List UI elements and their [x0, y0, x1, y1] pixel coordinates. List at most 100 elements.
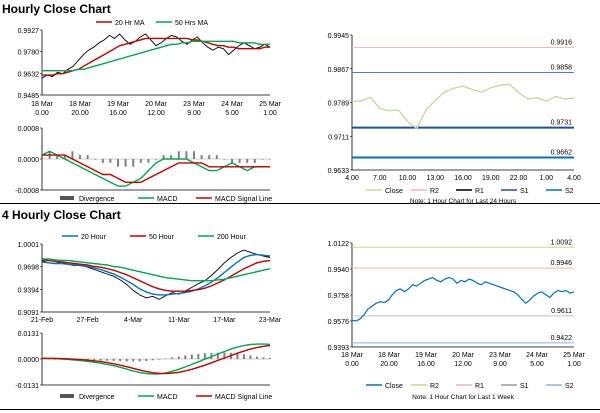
hourly-macd-divergence-bar: [215, 155, 218, 159]
hourly-macd-legend-label-0: Divergence: [79, 196, 115, 203]
hourly-last24-close-line: [351, 83, 575, 130]
hourly-heading: Hourly Close Chart: [2, 2, 111, 16]
hourly-macd-divergence-bar: [261, 159, 264, 160]
four-hourly-last-week-xtick-4-1: 9.00: [493, 361, 507, 368]
hourly-price-xtick-4-0: 23 Mar: [183, 101, 205, 108]
hourly-macd-legend-swatch-0: [60, 196, 74, 200]
hourly-price-xtick-1-1: 20.00: [71, 110, 89, 117]
four-hourly-macd-divergence-bar: [184, 355, 187, 359]
four-hourly-last-week-xtick-2-1: 16.00: [417, 361, 435, 368]
hourly-macd-divergence-bar: [147, 159, 150, 163]
hourly-macd-divergence-bar: [231, 159, 233, 163]
four-hourly-last-week-level-label-s1: 0.9611: [551, 308, 572, 315]
four-hourly-last-week-legend-label-3: S1: [520, 383, 529, 390]
hourly-price-ytick-1: 0.9780: [18, 50, 40, 57]
four-hourly-macd-divergence-bar: [138, 359, 141, 362]
hourly-macd-divergence-bar: [223, 159, 226, 160]
four-hourly-last-week-legend-label-4: S2: [565, 383, 574, 390]
hourly-price-xtick-0-1: 0.00: [35, 110, 49, 117]
four-hourly-macd-ytick-0: 0.0131: [18, 331, 40, 338]
hourly-macd-divergence-bar: [238, 159, 241, 163]
four-hourly-macd-divergence-bar: [177, 356, 180, 359]
four-hourly-macd-divergence-bar: [119, 359, 122, 362]
four-hourly-macd-divergence-bar: [216, 352, 219, 359]
four-hourly-last-week-xtick-6-0: 25 Mar: [563, 352, 585, 359]
hourly-price-legend-label-1: 50 Hrs MA: [175, 20, 208, 27]
hourly-macd-divergence-bar: [132, 159, 135, 167]
hourly-macd-divergence-bar: [139, 159, 142, 163]
hourly-macd-ytick-2: -0.0008: [15, 188, 39, 195]
four-hourly-macd-divergence-bar: [99, 359, 102, 361]
hourly-macd-divergence-bar: [41, 155, 43, 159]
four-hourly-macd-divergence-bar: [242, 354, 245, 359]
hourly-last24-legend-label-0: Close: [385, 188, 403, 195]
four-hourly-last-week-xtick-3-0: 20 Mar: [452, 352, 474, 359]
four-hourly-signal-line: [42, 344, 271, 375]
four-hourly-macd-divergence-bar: [125, 359, 128, 362]
hourly-signal-line: [42, 154, 270, 184]
four-hourly-macd-divergence-bar: [112, 359, 115, 361]
four-hourly-macd-divergence-bar: [132, 359, 135, 362]
hourly-last24-legend-label-3: S1: [520, 188, 529, 195]
hourly-price-xtick-1-0: 18 Mar: [69, 101, 91, 108]
hourly-macd-divergence-bar: [56, 155, 59, 159]
hourly-last24-note: Note: 1 Hour Chart for Last 24 Hours: [410, 198, 517, 205]
hourly-macd-divergence-bar: [253, 159, 256, 163]
hourly-last24-xtick-2-0: 10.00: [399, 175, 417, 182]
hourly-last24-xtick-4-0: 16.00: [454, 175, 472, 182]
hourly-price-legend-label-0: 20 Hr MA: [115, 20, 145, 27]
four-hourly-macd-legend-swatch-0: [60, 394, 74, 398]
four-hourly-last-week-legend-label-2: R1: [475, 383, 484, 390]
hourly-last24-ytick-3: 0.9711: [328, 134, 349, 141]
four-hourly-last-week-xtick-2-0: 19 Mar: [415, 352, 437, 359]
hourly-price-xtick-6-0: 25 Mar: [259, 101, 281, 108]
hourly-macd-divergence-bar: [86, 155, 89, 159]
hourly-macd-divergence-bar: [117, 159, 119, 167]
hourly-macd-divergence-bar: [109, 159, 112, 163]
hourly-last24-legend-label-2: R1: [475, 188, 484, 195]
four-hourly-macd-divergence-bar: [197, 353, 200, 359]
hourly-price-xtick-2-0: 19 Mar: [107, 101, 129, 108]
four-hourly-last-week-xtick-5-0: 24 Mar: [526, 352, 548, 359]
hourly-price-xtick-3-0: 20 Mar: [145, 101, 167, 108]
four-hourly-macd-ytick-2: -0.0131: [15, 383, 39, 390]
hourly-last24-ytick-4: 0.9633: [328, 168, 350, 175]
four-hourly-macd-divergence-bar: [151, 359, 154, 361]
hourly-last24-xtick-6-0: 22.00: [510, 175, 528, 182]
hourly-macd-divergence-bar: [124, 159, 127, 167]
bottom-divider: [0, 409, 600, 410]
four-hourly-price-xtick-3-0: 11-Mar: [168, 317, 190, 324]
four-hourly-macd-legend-label-2: MACD Signal Line: [215, 394, 272, 401]
hourly-last24-level-label-s2: 0.9662: [551, 149, 573, 156]
four-hourly-price-legend-label-1: 50 Hour: [149, 234, 175, 241]
hourly-last24-xtick-1-0: 7.00: [373, 175, 387, 182]
hourly-last24-legend-label-4: S2: [565, 188, 574, 195]
four-hourly-price-legend-label-0: 20 Hour: [81, 234, 107, 241]
hourly-macd-divergence-bar: [162, 155, 165, 159]
four-hourly-macd-divergence-bar: [249, 355, 252, 359]
four-hourly-last-week-xtick-1-1: 20.00: [380, 361, 398, 368]
hourly-macd-divergence-bar: [63, 155, 66, 159]
hourly-macd-divergence-bar: [208, 155, 211, 159]
hourly-close-line: [41, 33, 271, 79]
four-hourly-price-xtick-0-0: 21-Feb: [31, 317, 53, 324]
four-hourly-last-week-xtick-1-0: 18 Mar: [378, 352, 400, 359]
four-hourly-price-xtick-1-0: 27-Feb: [77, 317, 99, 324]
four-hourly-last-week-level-label-r2: 1.0092: [551, 239, 573, 246]
four-hourly-macd-legend-label-1: MACD: [157, 394, 178, 401]
hourly-price-xtick-6-1: 1.00: [263, 110, 277, 117]
four-hourly-macd-divergence-bar: [203, 353, 206, 359]
hourly-price-xtick-0-0: 18 Mar: [31, 101, 53, 108]
hourly-macd-divergence-bar: [94, 159, 97, 160]
four-hourly-macd-legend-label-0: Divergence: [79, 394, 115, 401]
four-hourly-last-week-legend-label-0: Close: [385, 383, 403, 390]
four-hourly-last-week-xtick-0-1: 0.00: [345, 361, 359, 368]
hourly-macd-line: [41, 150, 270, 187]
four-hourly-price-xtick-2-0: 4-Mar: [124, 317, 143, 324]
four-hourly-price-ytick-1: 0.9698: [18, 265, 40, 272]
hourly-last24-level-label-s1: 0.9731: [551, 120, 573, 127]
four-hourly-50h-line: [41, 259, 271, 292]
four-hourly-last-week-level-label-r1: 0.9946: [551, 260, 573, 267]
four-hourly-macd-divergence-bar: [255, 356, 258, 359]
